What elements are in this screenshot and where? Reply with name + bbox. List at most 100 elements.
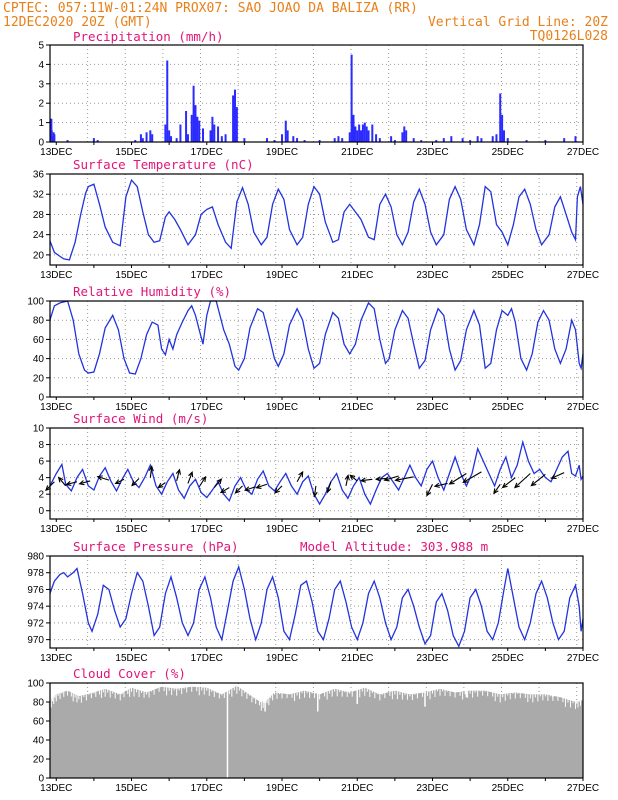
y-tick-label: 2 xyxy=(38,99,44,110)
y-tick-label: 974 xyxy=(27,602,44,613)
precip-bar xyxy=(348,132,351,142)
x-tick-label: 17DEC xyxy=(191,270,223,281)
wind-arrow xyxy=(345,475,349,487)
precip-bar xyxy=(139,134,142,142)
precip-bar xyxy=(461,138,464,142)
wind-arrow xyxy=(187,472,193,484)
precip-bar xyxy=(213,124,216,142)
precip-bar xyxy=(53,134,56,142)
y-tick-label: 2 xyxy=(38,490,44,501)
y-tick-label: 976 xyxy=(27,585,44,596)
x-tick-label: 15DEC xyxy=(115,653,147,664)
x-tick-label: 21DEC xyxy=(341,524,373,535)
precip-bar xyxy=(92,138,95,142)
precip-bar xyxy=(350,54,353,143)
x-tick-label: 27DEC xyxy=(567,270,599,281)
wind-arrowhead xyxy=(501,482,508,489)
wind-arrowhead xyxy=(349,474,356,481)
y-tick-label: 100 xyxy=(27,679,44,690)
precip-bar xyxy=(233,89,236,142)
x-tick-label: 21DEC xyxy=(341,653,373,664)
wind-arrowhead xyxy=(148,465,154,472)
wind-arrow xyxy=(296,471,304,483)
y-tick-label: 40 xyxy=(33,736,45,747)
x-tick-label: 27DEC xyxy=(567,147,599,158)
precip-bar xyxy=(502,130,505,142)
precip-bar xyxy=(352,114,355,142)
precip-bar xyxy=(224,134,227,142)
x-tick-label: 15DEC xyxy=(115,524,147,535)
wind-arrowhead xyxy=(326,487,332,494)
wind-arrowhead xyxy=(374,476,381,482)
wind-arrow xyxy=(462,471,482,483)
y-tick-label: 32 xyxy=(33,190,45,201)
precip-bar xyxy=(284,120,287,142)
y-tick-label: 80 xyxy=(33,698,45,709)
panel-title: Precipitation (mm/h) xyxy=(73,29,224,44)
y-tick-label: 24 xyxy=(33,230,45,241)
wind-arrowhead xyxy=(65,480,72,487)
panel-title: Cloud Cover (%) xyxy=(73,666,186,681)
x-tick-label: 13DEC xyxy=(40,524,72,535)
wind-arrow xyxy=(176,469,181,482)
precip-bar xyxy=(469,140,472,142)
x-tick-label: 27DEC xyxy=(567,402,599,413)
panel-title: Relative Humidity (%) xyxy=(73,284,231,299)
precip-bar xyxy=(501,114,504,142)
precip-bar xyxy=(341,138,344,142)
precip-bar xyxy=(363,122,366,142)
precip-bar xyxy=(243,138,246,142)
y-tick-label: 20 xyxy=(33,755,45,766)
x-tick-label: 17DEC xyxy=(191,147,223,158)
panel-1: Precipitation (mm/h) 0 1 2 3 4 5 13DEC 15DEC 17DE… xyxy=(38,29,599,158)
y-tick-label: 20 xyxy=(33,373,45,384)
wind-arrow xyxy=(198,476,207,488)
x-tick-label: 25DEC xyxy=(492,147,524,158)
x-tick-label: 23DEC xyxy=(416,270,448,281)
wind-arrow xyxy=(213,478,222,488)
precip-bar xyxy=(198,120,201,142)
wind-arrow xyxy=(115,478,125,484)
wind-arrow xyxy=(361,478,373,482)
wind-arrowhead xyxy=(175,468,182,475)
y-tick-label: 972 xyxy=(27,618,44,629)
wind-arrow xyxy=(149,466,153,478)
wind-arrow xyxy=(502,477,516,488)
x-tick-label: 27DEC xyxy=(567,783,599,794)
precip-bar xyxy=(525,140,528,142)
precip-bar xyxy=(499,93,502,142)
precip-bar xyxy=(375,134,378,142)
precip-bar xyxy=(96,140,99,142)
precip-bar xyxy=(420,140,423,142)
panel-2: Surface Temperature (nC) 20 24 28 32 36 13DEC 1… xyxy=(33,157,599,281)
panel-annotation: Model Altitude: 303.988 m xyxy=(300,539,488,554)
x-tick-label: 27DEC xyxy=(567,653,599,664)
x-tick-label: 19DEC xyxy=(266,270,298,281)
wind-arrow xyxy=(131,478,140,486)
precip-bar xyxy=(371,124,374,142)
wind-arrowhead xyxy=(57,476,64,483)
x-tick-label: 15DEC xyxy=(115,402,147,413)
precip-bar xyxy=(232,95,235,142)
precip-bar xyxy=(194,105,197,142)
precip-bar xyxy=(149,130,152,142)
wind-arrowhead xyxy=(513,482,520,489)
precip-bar xyxy=(401,132,404,142)
wind-arrow xyxy=(256,483,268,489)
precip-bar xyxy=(393,140,396,142)
series-line xyxy=(49,178,584,261)
precip-bar xyxy=(175,138,178,142)
precip-bar xyxy=(442,138,445,142)
y-tick-label: 40 xyxy=(33,354,45,365)
precip-bar xyxy=(356,130,359,142)
y-tick-label: 60 xyxy=(33,717,45,728)
precip-bar xyxy=(480,138,483,142)
x-tick-label: 27DEC xyxy=(567,524,599,535)
wind-arrow xyxy=(531,473,546,486)
y-tick-label: 980 xyxy=(27,552,44,563)
panel-4: Surface Wind (m/s) 0 2 4 6 8 10 13DEC 15DEC 17DEC… xyxy=(33,411,599,535)
precip-bar xyxy=(318,140,321,142)
y-tick-label: 100 xyxy=(27,297,44,308)
x-tick-label: 15DEC xyxy=(115,270,147,281)
precip-bar xyxy=(192,85,195,142)
